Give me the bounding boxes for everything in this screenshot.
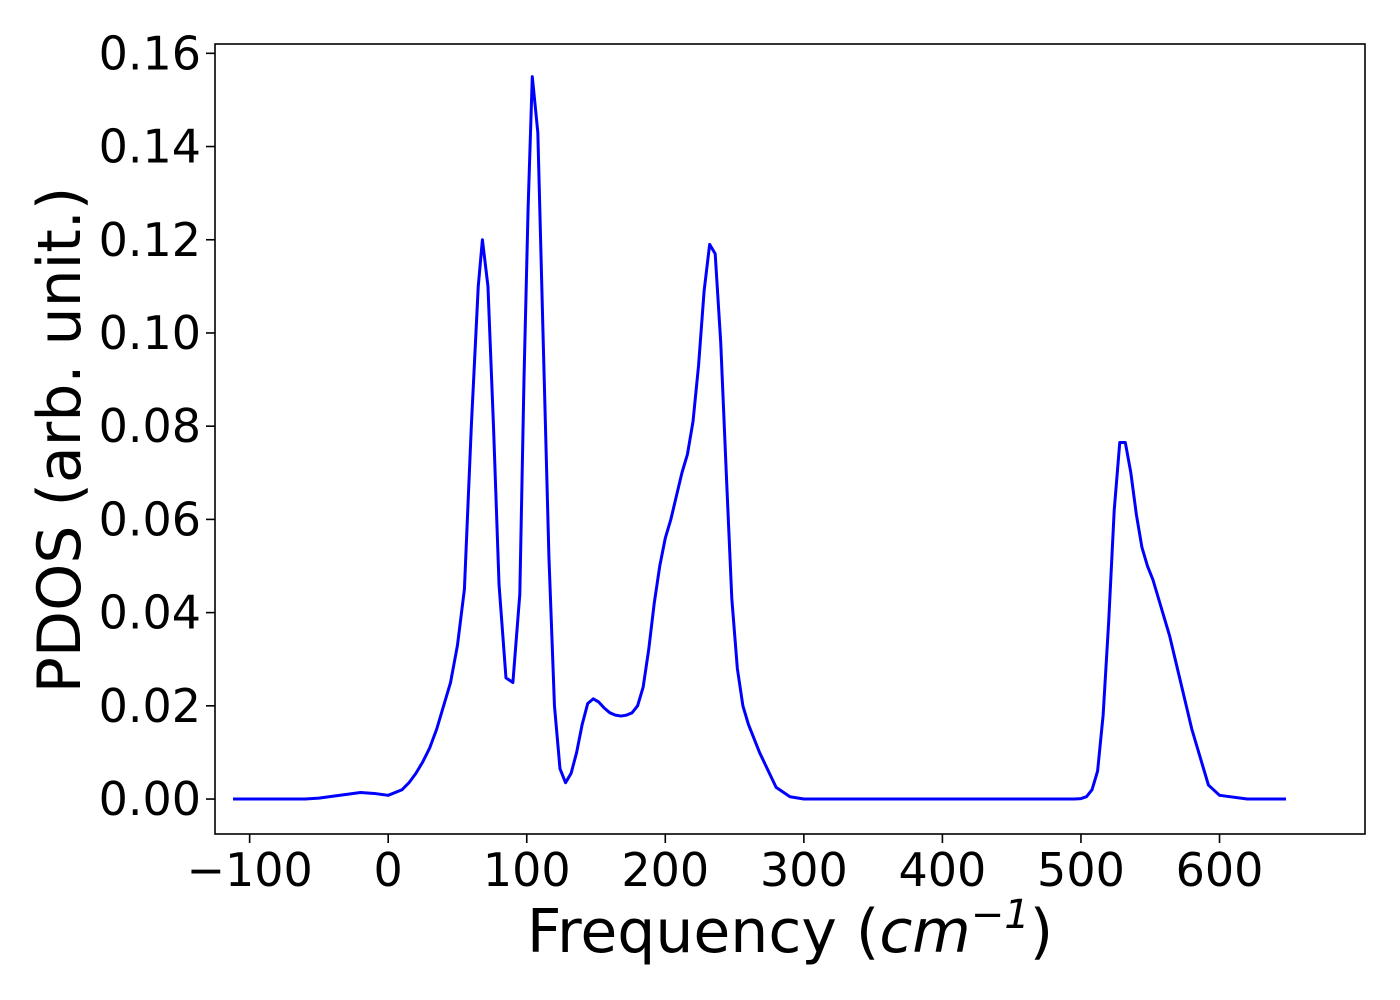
y-tick-label: 0.04 xyxy=(99,586,201,640)
y-tick-label: 0.12 xyxy=(99,213,201,267)
y-tick-label: 0.16 xyxy=(99,26,201,80)
x-axis-label: Frequency (cm−1) xyxy=(527,892,1053,967)
x-tick-label: 500 xyxy=(1037,843,1125,897)
x-tick-label: −100 xyxy=(186,843,312,897)
plot-area xyxy=(214,43,1366,835)
x-tick-label: 400 xyxy=(899,843,987,897)
y-tick-label: 0.08 xyxy=(99,399,201,453)
x-tick-label: 100 xyxy=(483,843,571,897)
series-group xyxy=(233,75,1287,801)
y-tick-label: 0.10 xyxy=(99,306,201,360)
x-tick-label: 0 xyxy=(374,843,403,897)
x-tick-label: 200 xyxy=(621,843,709,897)
y-tick-label: 0.02 xyxy=(99,679,201,733)
y-axis-ticks: 0.00 0.02 0.04 0.06 0.08 0.10 0.12 0.14 0.16 xyxy=(99,26,215,826)
y-tick-label: 0.00 xyxy=(99,772,201,826)
y-axis-label: PDOS (arb. unit.) xyxy=(25,187,95,694)
y-tick-label: 0.06 xyxy=(99,492,201,546)
y-tick-label: 0.14 xyxy=(99,120,201,174)
series-line-0 xyxy=(233,75,1287,801)
x-axis-ticks: −100 0 100 200 300 400 500 600 xyxy=(186,834,1263,897)
x-tick-label: 600 xyxy=(1176,843,1264,897)
x-tick-label: 300 xyxy=(760,843,848,897)
